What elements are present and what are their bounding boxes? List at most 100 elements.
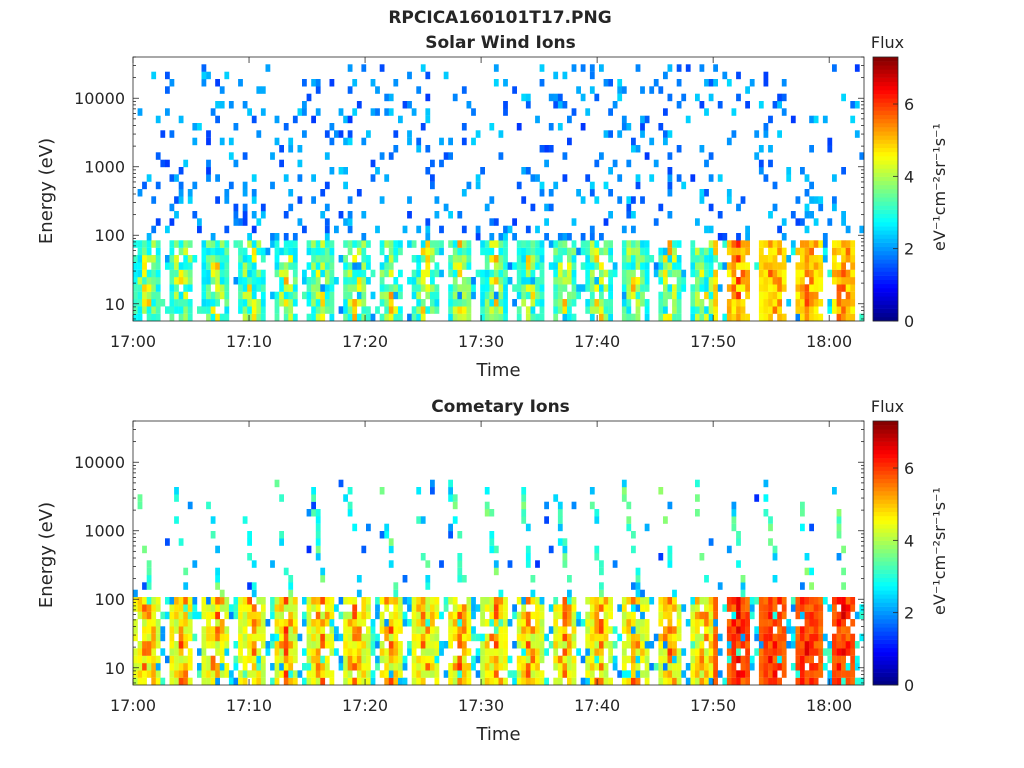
heatmap-cell xyxy=(457,240,463,248)
heatmap-cell xyxy=(772,269,778,278)
heatmap-cell xyxy=(224,663,230,671)
heatmap-cell xyxy=(695,641,700,649)
heatmap-cell xyxy=(475,648,481,656)
heatmap-cell xyxy=(466,670,472,678)
heatmap-cell xyxy=(562,655,568,664)
heatmap-cell xyxy=(635,575,641,583)
heatmap-cell xyxy=(251,115,257,124)
heatmap-cell xyxy=(146,619,152,627)
heatmap-cell xyxy=(288,633,294,642)
heatmap-cell xyxy=(781,233,787,241)
heatmap-cell xyxy=(484,262,490,270)
heatmap-cell xyxy=(521,269,527,278)
heatmap-cell xyxy=(813,633,819,642)
heatmap-cell xyxy=(457,575,463,583)
heatmap-cell xyxy=(133,655,138,664)
colorbar-tick-label: 4 xyxy=(904,167,914,186)
heatmap-cell xyxy=(493,299,499,307)
heatmap-cell xyxy=(434,663,440,671)
heatmap-cell xyxy=(197,218,202,226)
heatmap-cell xyxy=(238,597,243,605)
heatmap-cell xyxy=(672,663,677,671)
heatmap-cell xyxy=(260,677,266,686)
heatmap-cell xyxy=(270,181,275,190)
heatmap-cell xyxy=(635,670,641,678)
plot-frame xyxy=(132,420,865,686)
heatmap-cell xyxy=(640,611,645,620)
heatmap-cell xyxy=(672,604,677,612)
heatmap-cell xyxy=(640,655,645,664)
heatmap-cell xyxy=(832,277,837,285)
heatmap-cell xyxy=(183,284,189,292)
heatmap-cell xyxy=(594,306,600,314)
heatmap-cell xyxy=(553,641,559,649)
heatmap-cell xyxy=(366,655,371,664)
heatmap-cell xyxy=(512,604,517,612)
heatmap-cell xyxy=(644,670,650,678)
heatmap-cell xyxy=(763,174,769,182)
heatmap-cell xyxy=(329,611,335,620)
heatmap-cell xyxy=(475,604,481,612)
heatmap-cell xyxy=(302,663,307,671)
heatmap-cell xyxy=(297,145,303,153)
heatmap-cell xyxy=(174,494,179,502)
heatmap-cell xyxy=(617,130,623,138)
heatmap-cell xyxy=(242,670,248,678)
colorbar-segment xyxy=(873,524,898,529)
heatmap-cell xyxy=(640,269,645,278)
heatmap-cell xyxy=(224,626,230,634)
heatmap-cell xyxy=(452,494,458,502)
heatmap-cell xyxy=(768,641,773,649)
heatmap-cell xyxy=(836,284,842,292)
heatmap-cell xyxy=(407,71,412,80)
heatmap-cell xyxy=(356,277,362,285)
heatmap-cell xyxy=(219,277,225,285)
heatmap-cell xyxy=(548,262,554,270)
heatmap-cell xyxy=(726,597,732,605)
heatmap-cell xyxy=(530,277,536,285)
heatmap-cell xyxy=(658,123,664,131)
heatmap-cell xyxy=(745,225,750,234)
heatmap-cell xyxy=(658,597,664,605)
heatmap-cell xyxy=(676,633,682,642)
heatmap-cell xyxy=(795,284,801,292)
heatmap-cell xyxy=(781,626,787,634)
heatmap-cell xyxy=(251,677,257,686)
heatmap-cell xyxy=(589,501,595,510)
heatmap-cell xyxy=(343,677,348,686)
heatmap-cell xyxy=(580,247,586,256)
heatmap-cell xyxy=(736,641,741,649)
heatmap-cell xyxy=(658,553,664,561)
heatmap-cell xyxy=(772,553,778,561)
heatmap-cell xyxy=(489,633,495,642)
heatmap-cell xyxy=(736,313,741,322)
heatmap-cell xyxy=(370,174,376,182)
heatmap-cell xyxy=(452,93,458,102)
heatmap-cell xyxy=(457,531,463,539)
heatmap-cell xyxy=(644,626,650,634)
heatmap-cell xyxy=(288,677,294,686)
heatmap-cell xyxy=(448,255,453,263)
heatmap-cell xyxy=(695,648,700,656)
heatmap-cell xyxy=(238,255,243,263)
heatmap-cell xyxy=(841,670,846,678)
heatmap-cell xyxy=(841,648,846,656)
heatmap-cell xyxy=(603,611,609,620)
heatmap-cell xyxy=(187,299,193,307)
heatmap-cell xyxy=(439,560,444,568)
heatmap-cell xyxy=(553,611,559,620)
heatmap-cell xyxy=(845,677,851,686)
heatmap-cell xyxy=(247,604,252,612)
heatmap-cell xyxy=(352,523,358,532)
heatmap-cell xyxy=(430,670,435,678)
heatmap-cell xyxy=(311,255,316,263)
heatmap-cell xyxy=(347,655,353,664)
heatmap-cell xyxy=(635,626,641,634)
heatmap-cell xyxy=(420,626,426,634)
heatmap-cell xyxy=(224,313,230,322)
heatmap-cell xyxy=(407,240,412,248)
heatmap-cell xyxy=(260,291,266,300)
heatmap-cell xyxy=(663,604,668,612)
heatmap-cell xyxy=(361,641,367,649)
heatmap-cell xyxy=(535,277,540,285)
